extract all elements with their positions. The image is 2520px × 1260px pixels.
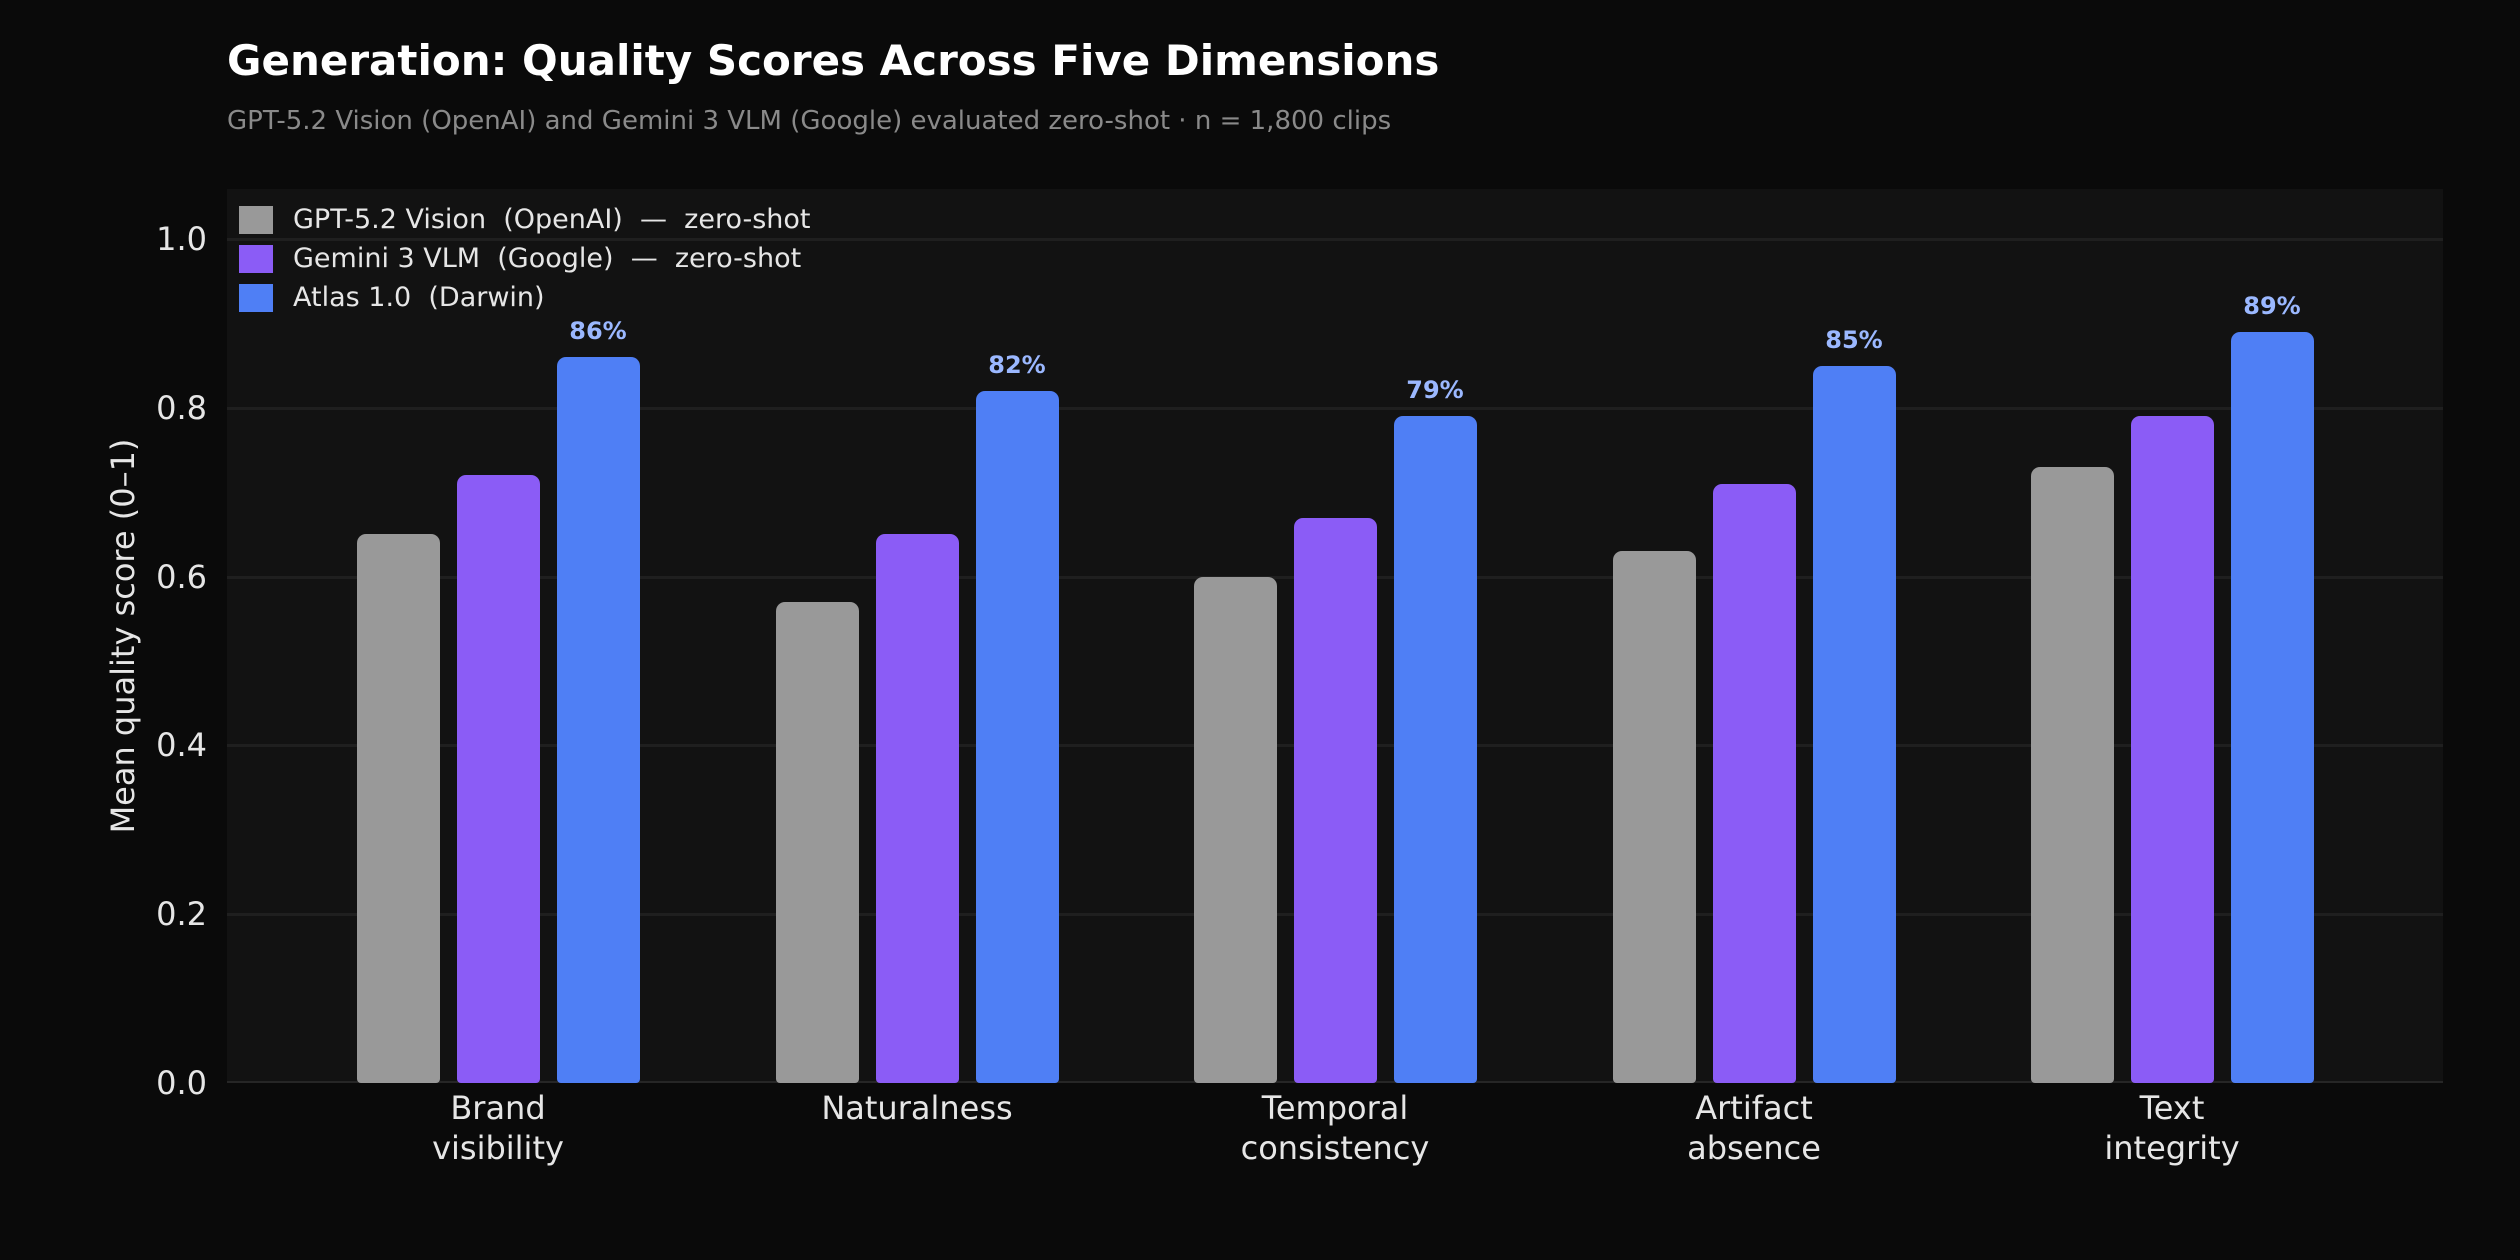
legend-item-gpt: GPT-5.2 Vision (OpenAI) — zero-shot bbox=[239, 200, 811, 239]
x-category-line2: absence bbox=[1687, 1129, 1821, 1167]
x-category-label: Artifact absence bbox=[1687, 1088, 1821, 1168]
y-tick-label: 0.8 bbox=[156, 388, 207, 427]
bar bbox=[1612, 551, 1696, 1083]
bar bbox=[556, 357, 640, 1083]
y-tick-label: 0.4 bbox=[156, 726, 207, 765]
legend-swatch-gemini bbox=[239, 244, 273, 273]
legend-item-gemini: Gemini 3 VLM (Google) — zero-shot bbox=[239, 239, 811, 278]
bar bbox=[875, 534, 959, 1083]
bar bbox=[456, 475, 540, 1083]
x-category-line2: integrity bbox=[2104, 1129, 2240, 1167]
gridline bbox=[227, 406, 2443, 410]
chart-title: Generation: Quality Scores Across Five D… bbox=[227, 36, 1440, 85]
chart-subtitle: GPT-5.2 Vision (OpenAI) and Gemini 3 VLM… bbox=[227, 106, 1392, 136]
y-tick-label: 1.0 bbox=[156, 220, 207, 258]
gridline bbox=[227, 238, 2443, 241]
bar bbox=[1393, 416, 1477, 1083]
x-category-line2: consistency bbox=[1240, 1129, 1430, 1167]
bar-value-label: 86% bbox=[569, 317, 627, 346]
x-category-line2: visibility bbox=[432, 1129, 564, 1167]
x-category-label: Naturalness bbox=[821, 1088, 1012, 1128]
y-axis-label: Mean quality score (0–1) bbox=[104, 438, 142, 834]
legend-item-atlas: Atlas 1.0 (Darwin) bbox=[239, 278, 811, 317]
legend-label-gemini: Gemini 3 VLM (Google) — zero-shot bbox=[293, 243, 802, 274]
legend-label-gpt: GPT-5.2 Vision (OpenAI) — zero-shot bbox=[293, 204, 811, 235]
bar bbox=[2130, 416, 2214, 1083]
bar bbox=[2030, 466, 2114, 1083]
bar bbox=[1712, 483, 1796, 1083]
x-category-line1: Naturalness bbox=[821, 1089, 1013, 1127]
x-category-line1: Temporal bbox=[1261, 1089, 1409, 1127]
x-category-line1: Brand bbox=[450, 1089, 546, 1127]
bar bbox=[1293, 517, 1377, 1083]
x-category-line1: Artifact bbox=[1695, 1089, 1813, 1127]
bar bbox=[356, 534, 440, 1083]
legend-label-atlas: Atlas 1.0 (Darwin) bbox=[293, 282, 545, 313]
legend-swatch-gpt bbox=[239, 205, 273, 234]
bar-value-label: 85% bbox=[1825, 325, 1883, 354]
x-category-label: Text integrity bbox=[2104, 1088, 2239, 1168]
x-category-line1: Text bbox=[2139, 1089, 2205, 1127]
bar bbox=[975, 390, 1059, 1083]
x-category-label: Brand visibility bbox=[432, 1088, 564, 1168]
y-tick-label: 0.0 bbox=[156, 1064, 207, 1102]
legend-swatch-atlas bbox=[239, 283, 273, 312]
legend: GPT-5.2 Vision (OpenAI) — zero-shot Gemi… bbox=[239, 200, 811, 317]
bar bbox=[1193, 576, 1277, 1083]
y-tick-label: 0.2 bbox=[156, 895, 207, 934]
bar bbox=[775, 601, 859, 1083]
bar-value-label: 79% bbox=[1406, 376, 1464, 405]
bar bbox=[1812, 365, 1896, 1083]
y-tick-label: 0.6 bbox=[156, 557, 207, 596]
x-category-label: Temporal consistency bbox=[1241, 1088, 1430, 1168]
bar bbox=[2230, 331, 2314, 1083]
bar-value-label: 89% bbox=[2243, 291, 2301, 320]
bar-value-label: 82% bbox=[988, 350, 1046, 379]
